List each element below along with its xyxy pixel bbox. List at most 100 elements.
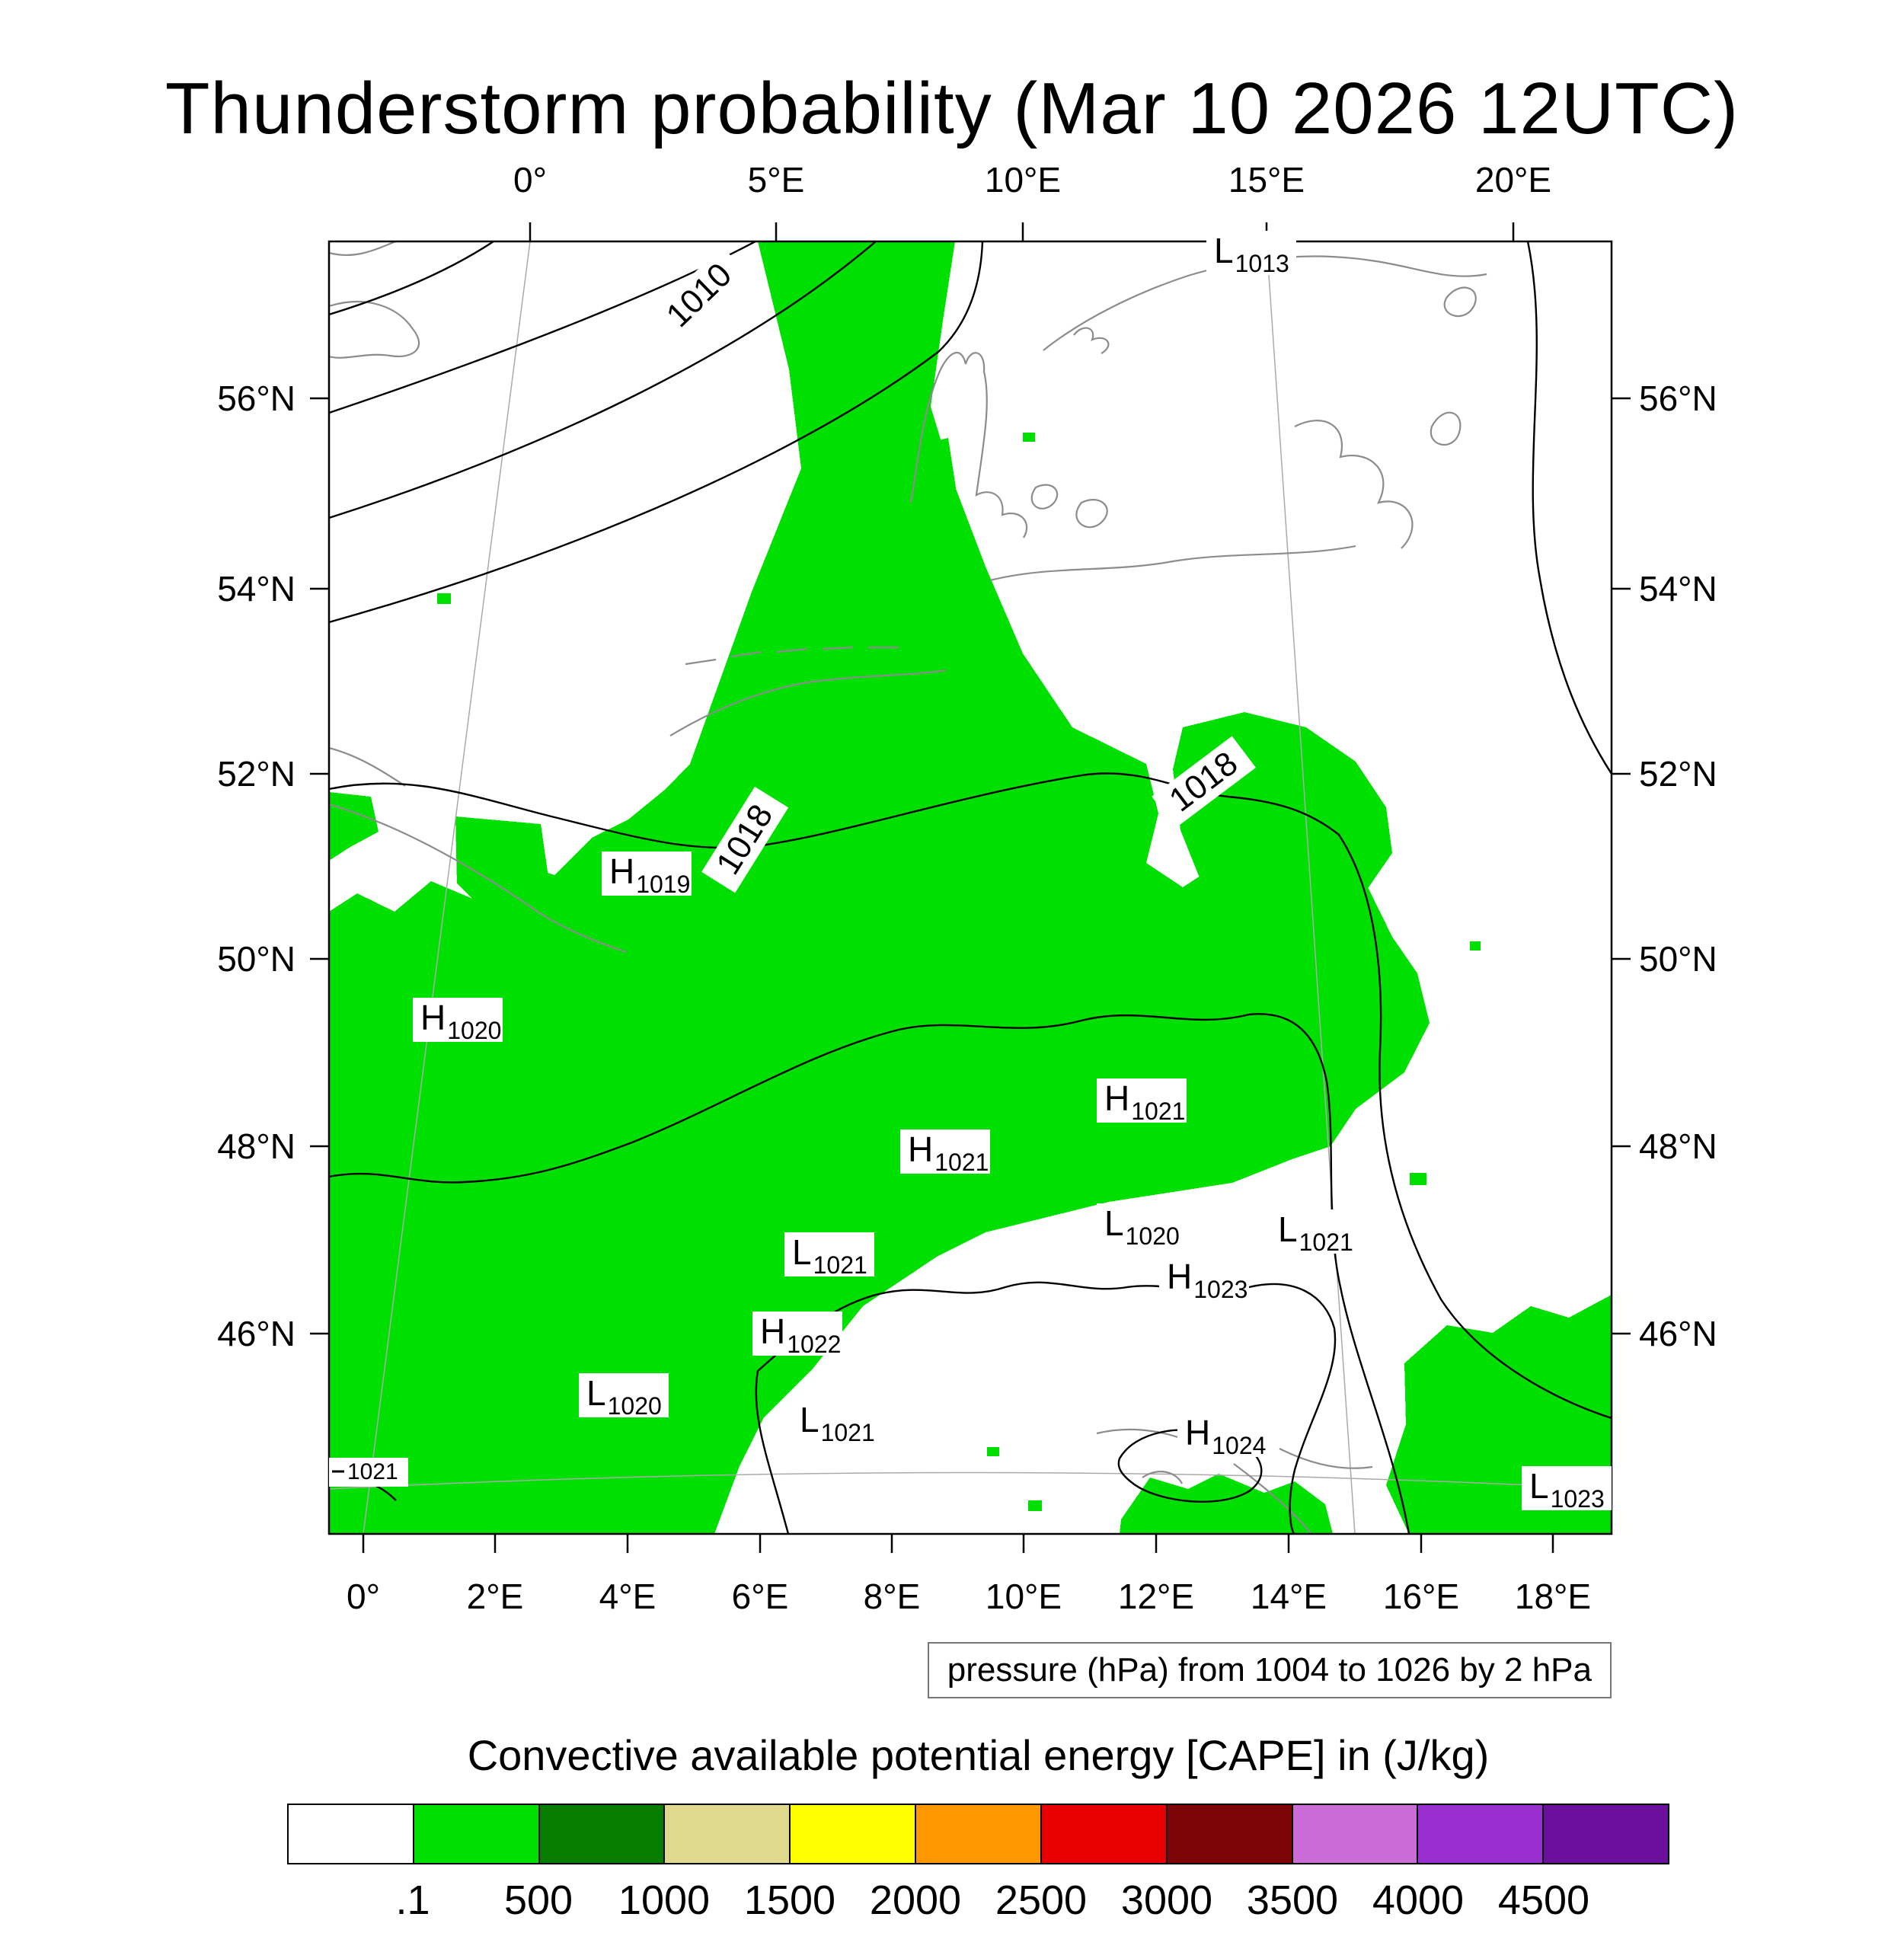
colorbar-tick-label: 3500 (1246, 1877, 1339, 1923)
cape-region-bottom-center (1120, 1474, 1333, 1534)
isobar-1020 (329, 1013, 1410, 1534)
axis-label: 52°N (1639, 754, 1717, 794)
pressure-center-L1023: L1023 (1522, 1466, 1612, 1513)
svg-text:L1021: L1021 (1278, 1209, 1353, 1256)
axis-label: 0° (513, 160, 547, 200)
svg-text:H1023: H1023 (1167, 1257, 1248, 1303)
colorbar-swatch-2 (539, 1804, 666, 1864)
meridian-15deg-east (1266, 241, 1356, 1534)
svg-text:L1013: L1013 (1214, 231, 1289, 277)
coast-danish-islands (1030, 484, 1108, 529)
svg-text:H1022: H1022 (760, 1312, 841, 1358)
axis-label: 46°N (217, 1314, 296, 1353)
pressure-center-H1021-center: H1021 (900, 1129, 990, 1176)
svg-text:H1021: H1021 (1104, 1078, 1185, 1125)
cape-region-left-edge (329, 792, 379, 861)
isobar (329, 241, 494, 316)
axis-label: 8°E (864, 1577, 921, 1616)
pressure-center-L1013: L1013 (1206, 231, 1296, 277)
axis-labels-bottom: 0° 2°E 4°E 6°E 8°E 10°E 12°E 14°E 16°E 1… (347, 1577, 1591, 1616)
svg-text:L1021: L1021 (800, 1400, 875, 1446)
isobar-1024-loop (1117, 1429, 1263, 1503)
axis-label: 56°N (217, 379, 296, 418)
cape-speck (1023, 433, 1035, 442)
svg-text:1021: 1021 (347, 1459, 398, 1484)
legend-title: Convective available potential energy [C… (467, 1731, 1490, 1779)
axis-label: 50°N (1639, 939, 1717, 979)
cape-region-denmark (918, 438, 956, 533)
pressure-center-L1021-east: L1021 (1270, 1209, 1360, 1256)
isobar-branch (755, 1370, 790, 1534)
pressure-center-L1021-south: L1021 (792, 1400, 882, 1446)
colorbar-swatch-4 (791, 1804, 917, 1864)
axis-label: 16°E (1383, 1577, 1459, 1616)
pressure-caption: pressure (hPa) from 1004 to 1026 by 2 hP… (927, 1642, 1612, 1698)
coast-frisian-islands (685, 646, 899, 666)
svg-text:L1020: L1020 (1104, 1203, 1180, 1250)
coast-baltic (989, 420, 1414, 582)
coast-britain (329, 241, 420, 359)
colorbar-swatch-10 (1544, 1804, 1669, 1864)
colorbar-swatch-6 (1041, 1804, 1168, 1864)
axis-label: 18°E (1515, 1577, 1591, 1616)
cape-region-main (329, 241, 1430, 1534)
axis-label: 6°E (732, 1577, 789, 1616)
pressure-center-H1023: H1023 (1159, 1257, 1249, 1303)
coast-gotland-island (1430, 286, 1477, 446)
isobar-right-edge (1526, 241, 1612, 775)
colorbar-swatch-7 (1167, 1804, 1293, 1864)
pressure-center-labels: L1013 H1019 H1020 H1021 H1021 L1021 L102… (413, 231, 1612, 1513)
axis-label: 48°N (1639, 1126, 1717, 1166)
pressure-center-H1021-east: H1021 (1097, 1078, 1187, 1125)
svg-text:H1019: H1019 (609, 851, 690, 898)
cape-colorbar: .1 500 1000 1500 2000 2500 3000 3500 400… (287, 1804, 1669, 1933)
axis-label: 50°N (217, 939, 296, 979)
axis-label: 0° (347, 1577, 380, 1616)
cape-filled-regions (329, 241, 1612, 1534)
svg-text:H1021: H1021 (908, 1129, 989, 1176)
colorbar-swatch-1 (414, 1804, 540, 1864)
axis-label: 5°E (748, 160, 805, 200)
colorbar-swatch-8 (1292, 1804, 1419, 1864)
pressure-center-L1020-east: L1020 (1097, 1203, 1187, 1250)
svg-text:L1021: L1021 (792, 1232, 867, 1279)
contour-label-1010: 1010 (649, 246, 749, 345)
axis-labels-top: 0° 5°E 10°E 15°E 20°E (513, 160, 1551, 200)
axis-label: 2°E (467, 1577, 524, 1616)
cape-region-west-patch (455, 816, 550, 922)
svg-text:H1020: H1020 (420, 998, 501, 1044)
axis-label: 10°E (985, 160, 1061, 200)
pressure-center-H1022: H1022 (752, 1312, 842, 1358)
axis-label: 10°E (986, 1577, 1062, 1616)
axis-labels-right: 56°N 54°N 52°N 50°N 48°N 46°N (1639, 379, 1717, 1353)
graticule-lines (329, 241, 1612, 1534)
edge-contour-label: 1021 (329, 1458, 408, 1487)
axis-label: 14°E (1251, 1577, 1327, 1616)
pressure-center-H1024: H1024 (1177, 1413, 1267, 1459)
colorbar-swatch-5 (916, 1804, 1042, 1864)
axis-label: 48°N (217, 1126, 296, 1166)
svg-text:H1024: H1024 (1185, 1413, 1266, 1459)
axis-label: 12°E (1118, 1577, 1194, 1616)
colorbar-swatch-3 (665, 1804, 791, 1864)
colorbar-tick-label: .1 (395, 1877, 430, 1923)
cape-speck (987, 1447, 999, 1456)
colorbar-tick-label: 4000 (1372, 1877, 1465, 1923)
colorbar-tick-label: 500 (503, 1877, 573, 1923)
pressure-center-L1021-center: L1021 (784, 1232, 874, 1279)
isobar (329, 241, 877, 519)
page-title: Thunderstorm probability (Mar 10 2026 12… (165, 68, 1739, 149)
colorbar-swatches (287, 1804, 1669, 1864)
colorbar-swatch-9 (1418, 1804, 1545, 1864)
pressure-center-H1019: H1019 (602, 851, 692, 898)
axis-label: 4°E (599, 1577, 656, 1616)
colorbar-tick-label: 3000 (1120, 1877, 1213, 1923)
axis-label: 54°N (1639, 569, 1717, 609)
colorbar-tick-label: 1000 (618, 1877, 711, 1923)
axis-label: 52°N (217, 754, 296, 794)
axis-label: 46°N (1639, 1314, 1717, 1353)
colorbar-tick-label: 2000 (869, 1877, 962, 1923)
colorbar-tick-label: 2500 (995, 1877, 1088, 1923)
axis-label: 56°N (1639, 379, 1717, 418)
